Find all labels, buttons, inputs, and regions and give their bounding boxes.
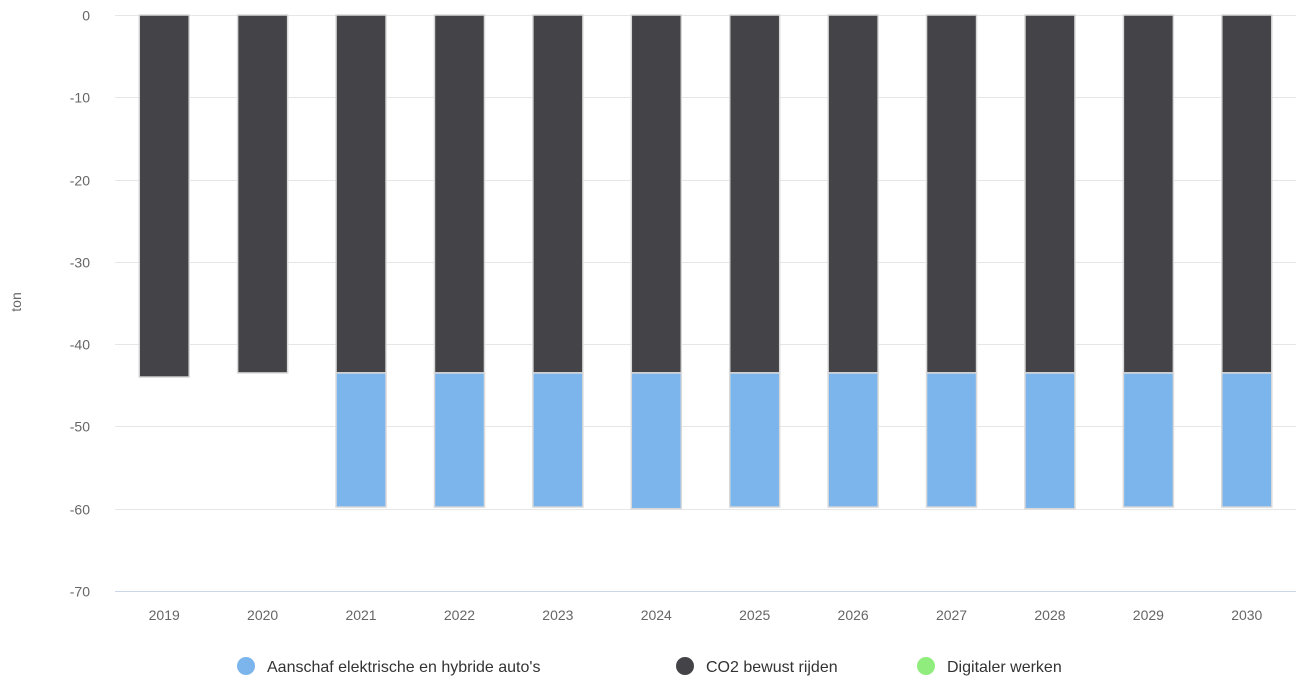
x-tick-label: 2021 bbox=[345, 607, 376, 623]
legend-label: Digitaler werken bbox=[947, 659, 1062, 676]
x-tick-label: 2019 bbox=[149, 607, 180, 623]
y-tick-label: 0 bbox=[82, 8, 90, 24]
bar-segment[interactable] bbox=[335, 14, 387, 374]
bar-segment[interactable] bbox=[1221, 372, 1273, 508]
bar-segment[interactable] bbox=[728, 372, 781, 508]
bar-segment[interactable] bbox=[335, 372, 387, 508]
bar-segment[interactable] bbox=[532, 372, 584, 508]
y-tick-label: -70 bbox=[70, 584, 90, 600]
bar-segment[interactable] bbox=[138, 14, 190, 378]
bar-segment[interactable] bbox=[630, 372, 683, 510]
bar-segment[interactable] bbox=[827, 372, 879, 508]
bar-segment[interactable] bbox=[433, 14, 486, 374]
y-tick-label: -60 bbox=[70, 502, 90, 518]
bar-segment[interactable] bbox=[925, 372, 978, 508]
x-tick-label: 2028 bbox=[1034, 607, 1065, 623]
bar-segment[interactable] bbox=[532, 14, 584, 374]
x-tick-label: 2024 bbox=[641, 607, 672, 623]
legend-item[interactable]: Aanschaf elektrische en hybride auto's bbox=[237, 657, 540, 676]
y-axis-title: ton bbox=[8, 292, 24, 311]
bar-segment[interactable] bbox=[630, 14, 683, 374]
x-axis-ticks: 2019 2020 2021 2022 2023 2024 2025 2026 2027 2028… bbox=[149, 607, 1263, 623]
bar-segment[interactable] bbox=[433, 372, 486, 508]
y-tick-label: -40 bbox=[70, 337, 90, 353]
legend-marker bbox=[676, 657, 694, 675]
x-tick-label: 2030 bbox=[1231, 607, 1262, 623]
bar-segment[interactable] bbox=[1122, 14, 1175, 374]
x-tick-label: 2022 bbox=[444, 607, 475, 623]
x-tick-label: 2026 bbox=[838, 607, 869, 623]
legend-label: CO2 bewust rijden bbox=[706, 659, 838, 676]
bars bbox=[138, 14, 1273, 510]
bar-segment[interactable] bbox=[1024, 372, 1076, 510]
x-tick-label: 2029 bbox=[1133, 607, 1164, 623]
x-tick-label: 2025 bbox=[739, 607, 770, 623]
x-tick-label: 2020 bbox=[247, 607, 278, 623]
legend-item[interactable]: Digitaler werken bbox=[917, 657, 1062, 676]
y-tick-label: -10 bbox=[70, 90, 90, 106]
legend-item[interactable]: CO2 bewust rijden bbox=[676, 657, 838, 676]
x-tick-label: 2023 bbox=[542, 607, 573, 623]
bar-segment[interactable] bbox=[1221, 14, 1273, 374]
y-axis-ticks: 0 -10 -20 -30 -40 -50 -60 -70 bbox=[70, 8, 90, 600]
y-tick-label: -20 bbox=[70, 173, 90, 189]
x-tick-label: 2027 bbox=[936, 607, 967, 623]
bar-segment[interactable] bbox=[1122, 372, 1175, 508]
bar-segment[interactable] bbox=[925, 14, 978, 374]
gridlines bbox=[115, 15, 1296, 592]
y-tick-label: -50 bbox=[70, 419, 90, 435]
bar-segment[interactable] bbox=[728, 14, 781, 374]
legend-marker bbox=[917, 657, 935, 675]
bar-segment[interactable] bbox=[827, 14, 879, 374]
bar-segment[interactable] bbox=[1024, 14, 1076, 374]
legend-label: Aanschaf elektrische en hybride auto's bbox=[267, 659, 540, 676]
bar-segment[interactable] bbox=[236, 14, 289, 374]
legend: Aanschaf elektrische en hybride auto's CO… bbox=[237, 657, 1062, 676]
legend-marker bbox=[237, 657, 255, 675]
y-tick-label: -30 bbox=[70, 255, 90, 271]
